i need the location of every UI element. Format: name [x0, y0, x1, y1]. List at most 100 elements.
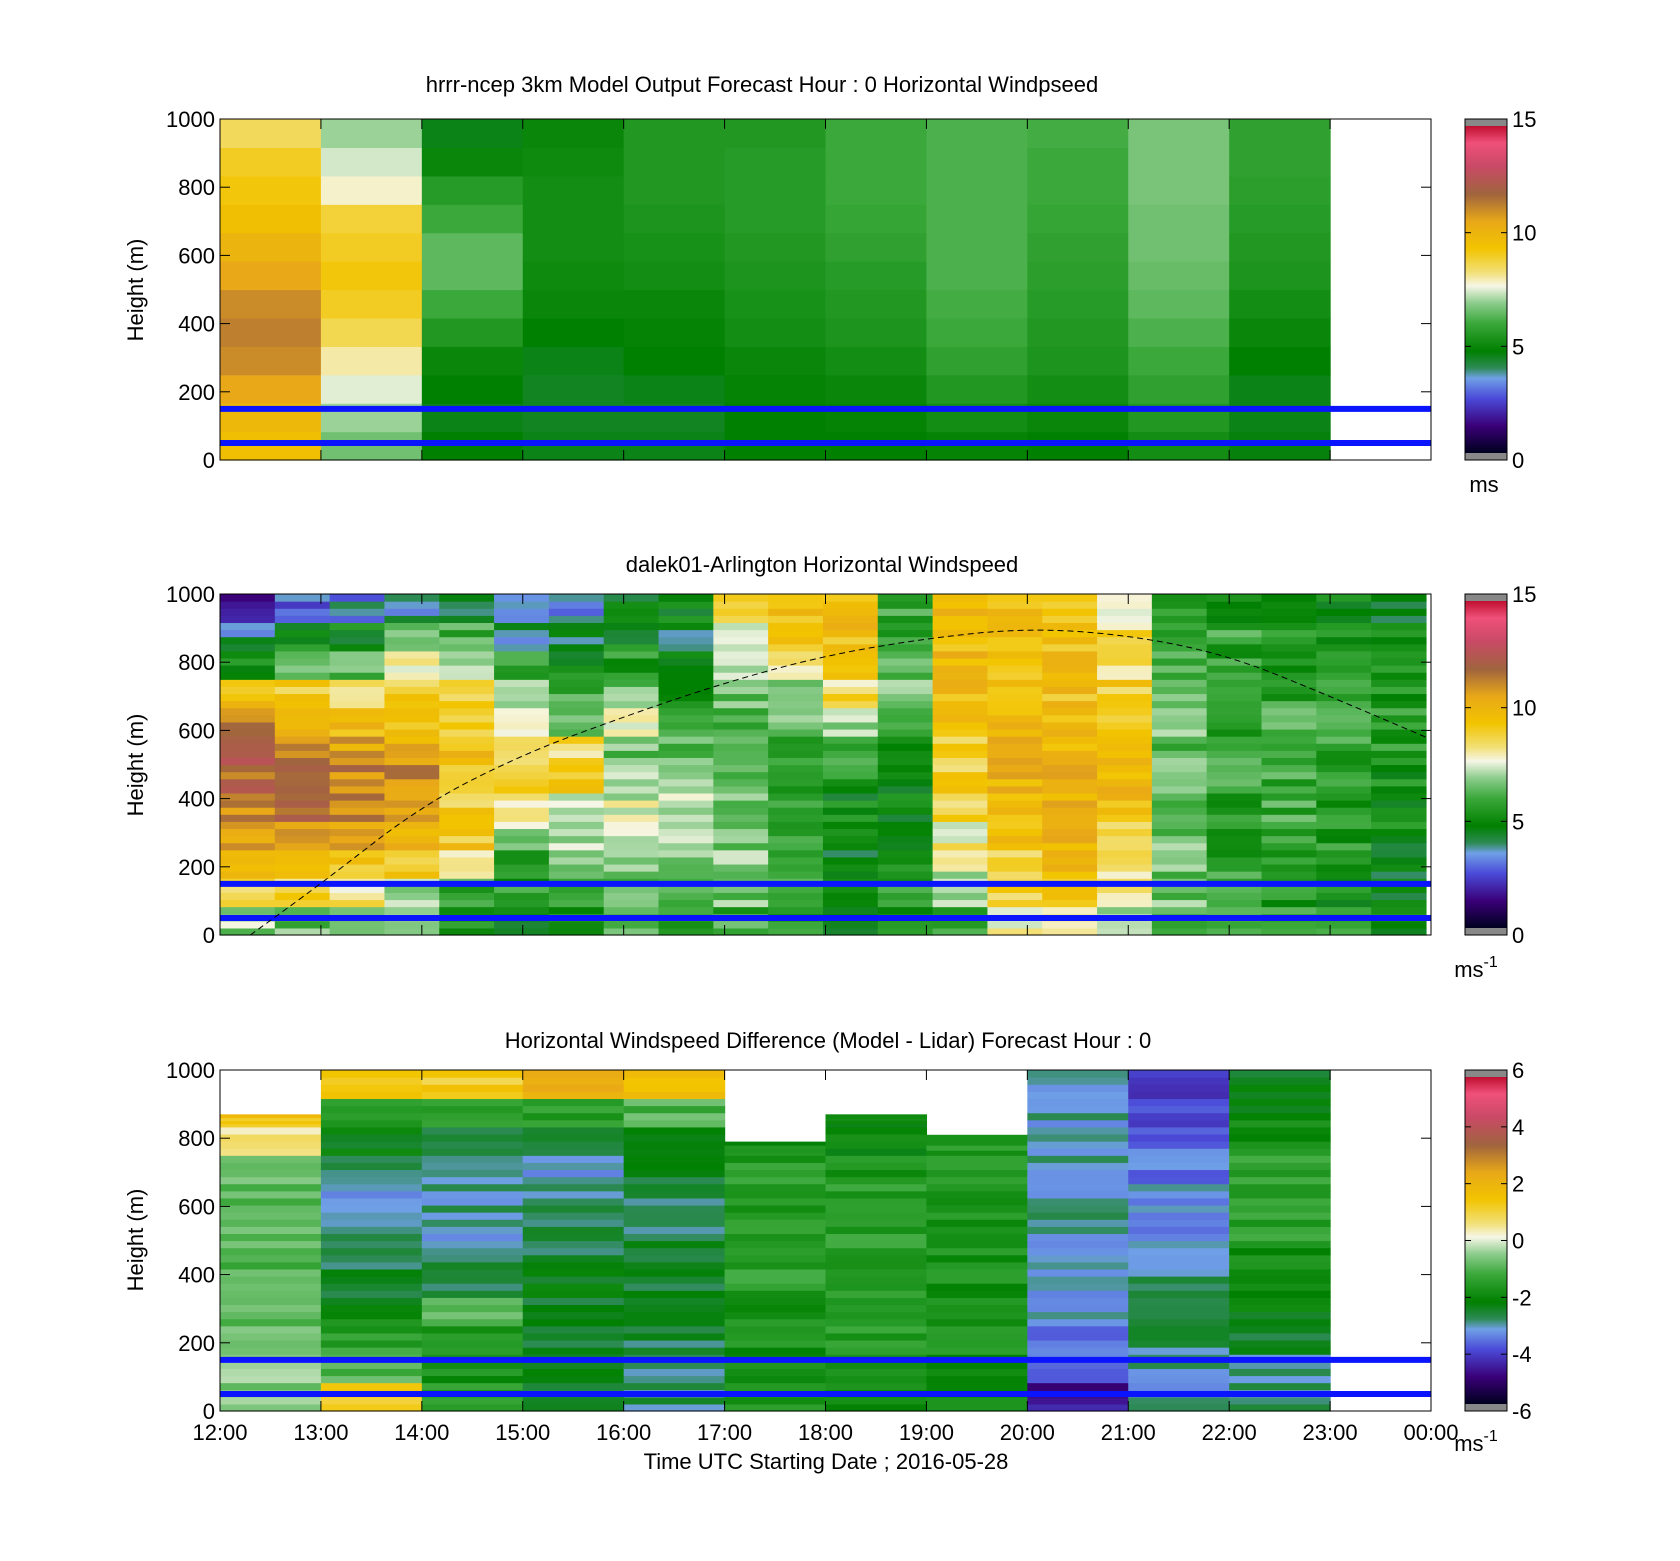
heatmap-cell: [713, 764, 769, 773]
heatmap-cell: [329, 807, 386, 815]
heatmap-cell: [384, 906, 440, 915]
heatmap-cell: [1128, 1105, 1230, 1114]
heatmap-cell: [1261, 856, 1317, 865]
heatmap-cell: [1097, 594, 1153, 602]
heatmap-cell: [494, 842, 550, 851]
heatmap-cell: [926, 119, 1028, 149]
heatmap-cell: [825, 1403, 928, 1412]
heatmap-cell: [220, 1233, 322, 1242]
heatmap-cell: [926, 1382, 1028, 1391]
heatmap-cell: [1229, 1077, 1331, 1085]
heatmap-cell: [548, 672, 605, 680]
heatmap-cell: [384, 920, 440, 929]
heatmap-cell: [724, 1155, 827, 1163]
heatmap-cell: [522, 1403, 625, 1412]
heatmap-cell: [877, 622, 934, 631]
heatmap-cell: [1151, 792, 1208, 801]
heatmap-cell: [1097, 856, 1153, 865]
heatmap-cell: [768, 920, 824, 929]
heatmap-cell: [987, 601, 1043, 609]
heatmap-cell: [1316, 871, 1372, 879]
heatmap-cell: [439, 800, 495, 808]
heatmap-cell: [932, 842, 989, 851]
heatmap-cell: [1316, 721, 1372, 730]
heatmap-cell: [822, 856, 879, 865]
heatmap-cell: [1097, 885, 1153, 893]
heatmap-cell: [220, 1114, 322, 1119]
heatmap-cell: [1128, 1311, 1230, 1320]
panel-3-x-ticks: 12:00 13:00 14:00 15:00 16:00 17:00 18:00 19:00…: [192, 1070, 1459, 1445]
heatmap-cell: [320, 1283, 423, 1291]
heatmap-cell: [1151, 771, 1208, 780]
heatmap-cell: [522, 1325, 625, 1334]
heatmap-cell: [926, 374, 1028, 404]
heatmap-cell: [1128, 1183, 1230, 1192]
heatmap-cell: [274, 650, 331, 659]
heatmap-cell: [603, 594, 660, 602]
panel-3-title: Horizontal Windspeed Difference (Model -…: [505, 1028, 1151, 1053]
heatmap-cell: [220, 778, 276, 787]
heatmap-cell: [421, 1119, 524, 1128]
heatmap-cell: [1229, 175, 1331, 205]
heatmap-cell: [1316, 807, 1372, 815]
heatmap-cell: [274, 700, 331, 709]
heatmap-cell: [1151, 743, 1208, 751]
heatmap-cell: [926, 1190, 1028, 1199]
heatmap-cell: [1042, 721, 1098, 730]
heatmap-cell: [1206, 714, 1263, 723]
heatmap-cell: [768, 863, 824, 872]
heatmap-cell: [320, 1382, 423, 1391]
heatmap-cell: [220, 1219, 322, 1227]
heatmap-cell: [439, 785, 495, 794]
heatmap-cell: [421, 1276, 524, 1284]
heatmap-cell: [421, 1162, 524, 1171]
heatmap-cell: [329, 679, 386, 687]
heatmap-cell: [320, 1155, 423, 1163]
colorbar-tick-label: 15: [1512, 107, 1536, 132]
heatmap-cell: [825, 1283, 928, 1291]
heatmap-cell: [932, 814, 989, 822]
heatmap-cell: [713, 728, 769, 737]
heatmap-cell: [825, 1368, 928, 1377]
heatmap-cell: [724, 1197, 827, 1206]
heatmap-cell: [1229, 1190, 1331, 1199]
heatmap-cell: [220, 1261, 322, 1270]
heatmap-cell: [658, 721, 714, 730]
heatmap-cell: [623, 1368, 726, 1377]
heatmap-cell: [220, 728, 276, 737]
heatmap-cell: [926, 1183, 1028, 1192]
heatmap-cell: [1151, 714, 1208, 723]
heatmap-cell: [825, 261, 928, 291]
heatmap-cell: [548, 899, 605, 908]
heatmap-cell: [1261, 743, 1317, 751]
panel-3-colorbar-label: ms-1: [1454, 1428, 1498, 1456]
heatmap-cell: [926, 1339, 1028, 1348]
heatmap-cell: [494, 636, 550, 645]
heatmap-cell: [329, 636, 386, 645]
heatmap-cell: [494, 849, 550, 858]
heatmap-cell: [384, 615, 440, 624]
heatmap-cell: [522, 1297, 625, 1306]
heatmap-cell: [220, 1382, 322, 1391]
heatmap-cell: [522, 1183, 625, 1192]
heatmap-cell: [1027, 1318, 1129, 1327]
heatmap-cell: [384, 672, 440, 680]
heatmap-cell: [987, 608, 1043, 616]
heatmap-cell: [987, 721, 1043, 730]
heatmap-cell: [1027, 289, 1129, 319]
x-tick-label: 12:00: [192, 1420, 247, 1445]
heatmap-cell: [1042, 743, 1098, 751]
heatmap-cell: [1151, 629, 1208, 638]
heatmap-cell: [1316, 622, 1372, 631]
heatmap-cell: [1229, 1368, 1331, 1377]
heatmap-cell: [522, 1311, 625, 1320]
heatmap-cell: [724, 1332, 827, 1341]
panel-3-ylabel: Height (m): [123, 1189, 148, 1292]
heatmap-cell: [1042, 650, 1098, 659]
heatmap-cell: [926, 1261, 1028, 1270]
heatmap-cell: [329, 608, 386, 616]
heatmap-cell: [926, 1332, 1028, 1341]
heatmap-cell: [658, 892, 714, 901]
heatmap-cell: [1128, 1169, 1230, 1178]
heatmap-cell: [713, 800, 769, 808]
